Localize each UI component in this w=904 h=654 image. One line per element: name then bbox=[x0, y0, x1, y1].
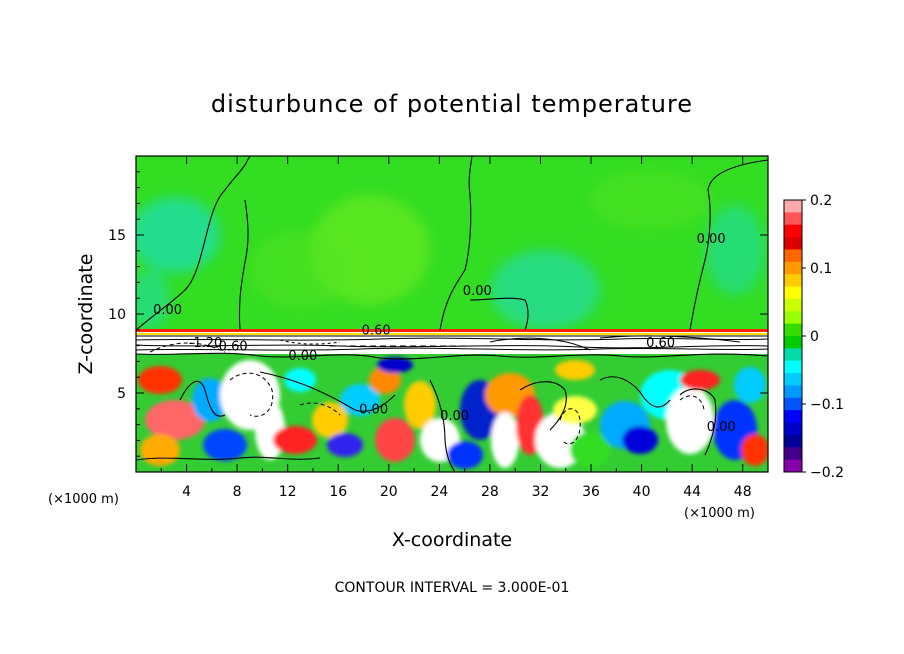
x-tick-label: 32 bbox=[532, 484, 550, 500]
contour-label: 0.00 bbox=[440, 409, 469, 424]
x-tick-label: 16 bbox=[329, 484, 347, 500]
x-unit-left: (×1000 m) bbox=[48, 492, 119, 507]
contour-label: -0.60 bbox=[214, 339, 248, 354]
contour-label: 0.60 bbox=[362, 324, 391, 339]
chart-title: disturbunce of potential temperature bbox=[211, 90, 693, 118]
x-tick-label: 4 bbox=[182, 484, 191, 500]
x-tick-label: 44 bbox=[683, 484, 701, 500]
contour-label: 0.60 bbox=[646, 336, 675, 351]
colorbar-swatch bbox=[784, 373, 802, 386]
colorbar-swatch bbox=[784, 422, 802, 436]
contour-label: 0.00 bbox=[359, 403, 388, 418]
y-axis-title: Z-coordinate bbox=[75, 254, 97, 375]
contour-label: 0.00 bbox=[697, 232, 726, 247]
y-tick-label: 10 bbox=[108, 307, 126, 323]
colorbar-swatch bbox=[784, 249, 802, 263]
colorbar-tick-label: 0.2 bbox=[810, 193, 832, 209]
x-tick-label: 20 bbox=[380, 484, 398, 500]
colorbar-swatch bbox=[784, 274, 802, 288]
contour-label: 0.00 bbox=[463, 284, 492, 299]
colorbar-swatch bbox=[784, 447, 802, 461]
x-tick-label: 12 bbox=[279, 484, 297, 500]
colorbar-swatch bbox=[784, 360, 802, 374]
x-tick-label: 48 bbox=[734, 484, 752, 500]
colorbar-swatch bbox=[784, 224, 802, 238]
contour-lines bbox=[136, 156, 768, 472]
tropopause-contours bbox=[136, 335, 768, 353]
colorbar-swatch bbox=[784, 298, 802, 312]
colorbar-swatch bbox=[784, 212, 802, 226]
colorbar-tick-label: 0 bbox=[810, 329, 819, 345]
contour-label: 0.00 bbox=[707, 420, 736, 435]
colorbar-swatch bbox=[784, 410, 802, 424]
colorbar-swatch bbox=[784, 459, 802, 473]
colorbar bbox=[783, 199, 803, 473]
colorbar-swatch bbox=[784, 434, 802, 448]
x-tick-label: 24 bbox=[430, 484, 448, 500]
contour-interval-note: CONTOUR INTERVAL = 3.000E-01 bbox=[335, 580, 570, 596]
contour-labels: 0.00 0.00 0.00 0.60 -1.20-0.60 0.00 0.60 0.00 0.… bbox=[153, 232, 736, 435]
colorbar-tick-label: 0.1 bbox=[810, 261, 832, 277]
x-tick-label: 8 bbox=[233, 484, 242, 500]
colorbar-swatch bbox=[784, 237, 802, 250]
upper-field-patches bbox=[136, 170, 765, 330]
colorbar-tick-label: −0.2 bbox=[810, 465, 844, 481]
x-tick-label: 28 bbox=[481, 484, 499, 500]
x-tick-label: 36 bbox=[582, 484, 600, 500]
colorbar-swatch bbox=[784, 200, 802, 213]
dashed-contours bbox=[229, 372, 705, 445]
contour-label: 0.00 bbox=[153, 303, 182, 318]
colorbar-swatch bbox=[784, 397, 802, 411]
colorbar-swatch bbox=[784, 385, 802, 399]
lower-field-blobs bbox=[138, 357, 768, 469]
contour-label: 0.00 bbox=[288, 349, 317, 364]
x-axis-ticks: 4 8 12 16 20 24 28 32 36 40 44 48 bbox=[160, 156, 752, 500]
x-axis-title: X-coordinate bbox=[392, 529, 512, 551]
colorbar-tick-label: −0.1 bbox=[810, 397, 844, 413]
colorbar-ticks: 0.2 0.1 0 −0.1 −0.2 bbox=[802, 193, 844, 481]
y-tick-label: 5 bbox=[117, 386, 126, 402]
y-axis-ticks: 5 10 15 bbox=[108, 171, 768, 457]
colorbar-swatch bbox=[784, 261, 802, 275]
x-unit-right: (×1000 m) bbox=[684, 506, 755, 521]
colorbar-swatch bbox=[784, 323, 802, 337]
colorbar-swatch bbox=[784, 311, 802, 325]
colorbar-swatch bbox=[784, 336, 802, 349]
x-tick-label: 40 bbox=[633, 484, 651, 500]
colorbar-swatch bbox=[784, 286, 802, 300]
y-tick-label: 15 bbox=[108, 228, 126, 244]
colorbar-swatch bbox=[784, 348, 802, 362]
plot-area bbox=[136, 156, 768, 472]
contour-label: -1.20 bbox=[189, 336, 223, 351]
